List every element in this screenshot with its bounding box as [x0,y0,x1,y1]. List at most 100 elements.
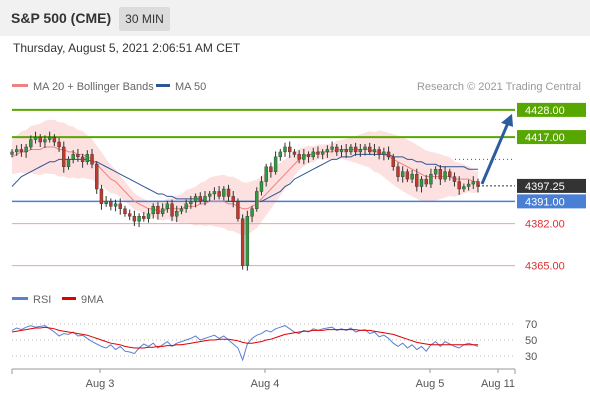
candle-body [330,146,334,150]
candle-body [400,171,405,177]
forecast-arrow [480,122,510,185]
candle-body [19,149,24,153]
candle-body [203,196,207,202]
candle-body [160,208,165,214]
candle-body [273,156,278,172]
candle-body [66,159,71,167]
candle-body [127,213,132,217]
candle-body [245,215,250,266]
legend-swatch-9ma [62,297,76,300]
candle-body [80,156,85,163]
legend-swatch-ma20 [12,84,28,87]
candle-body [443,171,447,180]
candle-body [339,149,344,153]
timeframe-button[interactable]: 30 MIN [119,7,170,31]
candle-body [76,154,80,158]
candle-body [415,173,419,187]
header-bar: S&P 500 (CME) 30 MIN [0,0,590,36]
candle-body [118,203,122,209]
rsi-tick-50: 50 [525,335,537,347]
candle-body [377,149,381,155]
candle-body [466,183,471,187]
level-tag-4391.00 [517,194,586,209]
candle-body [57,141,61,148]
candle-body [438,169,443,180]
candle-body [198,196,202,202]
candle-body [396,166,400,177]
candle-body [62,146,66,167]
candle-body [15,149,19,153]
candle-body [292,151,297,155]
candle-body [476,181,480,187]
candle-body [264,166,268,182]
candle-body [175,211,179,217]
candle-body [316,151,320,155]
candle-body [193,196,198,202]
candle-body [335,146,339,153]
level-label-4428.00: 4428.00 [525,105,565,117]
copyright: Research © 2021 Trading Central [417,81,581,93]
candle-body [405,171,410,180]
bollinger-band [12,119,478,236]
instrument-title: S&P 500 (CME) [11,10,112,26]
candle-body [391,156,395,167]
candle-body [165,203,170,209]
candle-body [24,146,28,153]
candle-body [142,215,146,219]
candle-body [250,208,254,217]
candle-body [43,139,47,143]
candle-body [52,136,57,143]
rsi-tick-70: 70 [525,319,537,331]
candle-body [325,149,330,153]
timestamp: Thursday, August 5, 2021 2:06:51 AM CET [13,41,241,55]
candle-body [240,218,245,266]
candle-body [349,146,353,153]
candle-body [10,151,14,155]
candle-body [113,203,118,207]
ma50-line [11,153,478,202]
candle-body [29,139,33,148]
candle-body [302,154,306,160]
current-price-tag [517,178,586,193]
ma20-line [11,146,478,212]
candle-body [226,188,231,197]
candle-body [71,154,75,160]
level-tag-4428.00 [517,102,586,117]
candle-body [90,154,94,165]
candle-body [297,154,301,160]
rsi-line [11,325,479,362]
candle-body [372,149,377,153]
candle-body [156,206,160,214]
candle-body [259,181,264,192]
x-tick-label: Aug 4 [251,378,280,390]
candle-body [429,173,433,185]
candle-body [184,203,188,209]
candle-body [419,178,424,187]
candle-body [448,171,452,177]
candle-body [222,188,226,197]
candle-body [269,166,273,172]
candle-body [288,146,292,153]
x-tick-label: Aug 11 [481,378,515,390]
candle-body [146,213,151,219]
candle-body [170,203,174,217]
candle-body [236,201,240,219]
candle-body [278,151,283,158]
rsi-ma-line [11,326,478,349]
rsi-tick-30: 30 [525,351,537,363]
candle-body [47,136,52,140]
candle-body [452,176,457,182]
candle-body [109,201,113,207]
candle-body [132,215,137,222]
candle-body [207,193,212,197]
candle-body [104,201,108,205]
candle-body [212,191,217,195]
candle-body [433,169,438,175]
candle-body [33,136,38,140]
candle-body [424,178,428,185]
level-label-4417.00: 4417.00 [525,132,565,144]
candle-body [471,181,475,185]
candle-body [95,164,99,190]
